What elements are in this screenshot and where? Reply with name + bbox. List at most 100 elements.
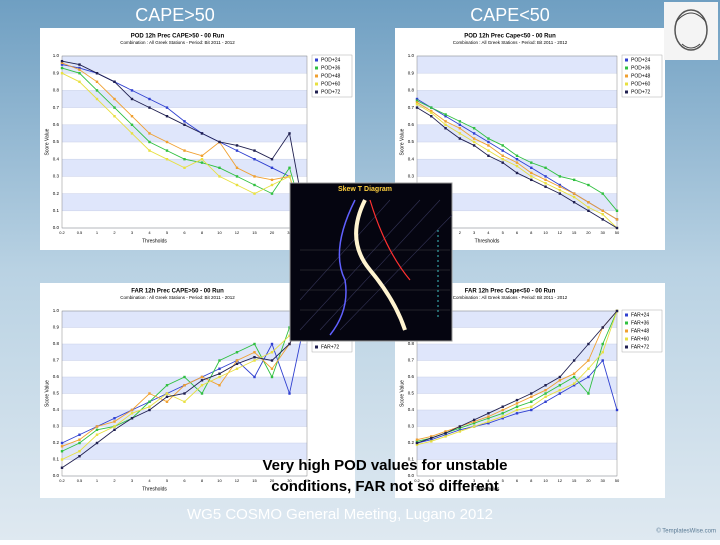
x-tick-label: 15 bbox=[572, 478, 577, 483]
legend-frame bbox=[311, 54, 353, 98]
point bbox=[148, 405, 151, 408]
point bbox=[95, 428, 99, 431]
x-tick-label: 15 bbox=[252, 478, 257, 483]
point bbox=[444, 115, 447, 118]
point bbox=[288, 392, 291, 395]
right-heading: CAPE<50 bbox=[470, 5, 550, 25]
point bbox=[472, 137, 476, 140]
point bbox=[587, 209, 590, 212]
point bbox=[60, 450, 64, 453]
point bbox=[95, 425, 99, 428]
y-tick-label: 0.2 bbox=[53, 191, 60, 196]
point bbox=[253, 342, 256, 346]
x-tick-label: 12 bbox=[558, 230, 563, 235]
point bbox=[60, 59, 64, 63]
point bbox=[200, 379, 204, 382]
point bbox=[183, 149, 186, 152]
point bbox=[501, 412, 504, 415]
point bbox=[415, 440, 419, 443]
point bbox=[601, 342, 604, 346]
point bbox=[130, 132, 134, 135]
point bbox=[544, 389, 547, 392]
point bbox=[183, 400, 186, 403]
point bbox=[572, 201, 576, 204]
x-tick-label: 1 bbox=[96, 478, 99, 483]
point bbox=[183, 158, 186, 161]
point bbox=[235, 367, 239, 370]
point bbox=[458, 425, 462, 428]
x-tick-label: 20 bbox=[270, 478, 275, 483]
point bbox=[472, 127, 476, 130]
point bbox=[200, 154, 204, 157]
point bbox=[60, 72, 64, 75]
legend-label: POD+24 bbox=[631, 57, 651, 63]
y-tick-label: 0.6 bbox=[408, 122, 415, 127]
chart-subtitle: Combination : All Greek Stations - Perio… bbox=[120, 295, 235, 300]
x-tick-label: 10 bbox=[217, 478, 222, 483]
x-tick-label: 0.5 bbox=[429, 478, 435, 483]
x-tick-label: 1 bbox=[96, 230, 99, 235]
point bbox=[78, 72, 81, 75]
point bbox=[218, 367, 221, 370]
point bbox=[515, 161, 519, 164]
point bbox=[60, 61, 64, 65]
legend-swatch bbox=[625, 321, 628, 325]
point bbox=[601, 218, 604, 221]
point bbox=[544, 166, 547, 169]
y-tick-label: 0.7 bbox=[408, 358, 415, 363]
x-tick-label: 30 bbox=[600, 230, 605, 235]
point bbox=[270, 375, 274, 379]
legend-swatch bbox=[315, 82, 318, 86]
point bbox=[95, 433, 99, 436]
y-tick-label: 0.7 bbox=[53, 358, 60, 363]
x-tick-label: 12 bbox=[235, 230, 240, 235]
x-tick-label: 0.2 bbox=[414, 478, 420, 483]
legend-swatch bbox=[625, 337, 628, 341]
point bbox=[558, 175, 562, 178]
legend-label: POD+60 bbox=[631, 81, 651, 87]
legend-label: POD+48 bbox=[321, 73, 341, 79]
point bbox=[95, 97, 99, 101]
point bbox=[270, 359, 274, 362]
legend-swatch bbox=[315, 90, 318, 94]
point bbox=[148, 132, 151, 135]
grid-band bbox=[417, 90, 617, 108]
y-tick-label: 0.5 bbox=[53, 391, 60, 396]
point bbox=[218, 375, 221, 379]
point bbox=[235, 144, 239, 147]
x-tick-label: 4 bbox=[148, 478, 151, 483]
point bbox=[165, 392, 169, 395]
point bbox=[430, 106, 433, 109]
point bbox=[601, 209, 604, 212]
plot-frame bbox=[61, 55, 308, 229]
point bbox=[78, 441, 81, 445]
point bbox=[60, 66, 64, 70]
point bbox=[615, 408, 619, 412]
y-axis-label: Score Value bbox=[44, 380, 50, 407]
skew-t-inset: Skew T Diagram bbox=[289, 182, 453, 342]
point bbox=[587, 183, 590, 187]
caption-line: conditions, FAR not so different bbox=[271, 478, 499, 495]
grid-band bbox=[62, 90, 307, 108]
point bbox=[183, 123, 186, 126]
point bbox=[572, 375, 576, 379]
point bbox=[430, 115, 433, 118]
point bbox=[218, 372, 221, 375]
y-tick-label: 0.4 bbox=[408, 156, 415, 161]
point bbox=[444, 123, 447, 126]
grid-band bbox=[417, 410, 617, 427]
point bbox=[530, 395, 533, 398]
legend-label: POD+48 bbox=[631, 73, 651, 79]
y-tick-label: 0.4 bbox=[53, 407, 60, 412]
point bbox=[148, 408, 151, 412]
point bbox=[572, 192, 576, 195]
x-tick-label: 30 bbox=[600, 478, 605, 483]
legend-label: FAR+72 bbox=[631, 344, 649, 350]
point bbox=[253, 149, 256, 152]
y-tick-label: 1.0 bbox=[53, 308, 60, 313]
point bbox=[515, 171, 519, 175]
y-tick-label: 0.1 bbox=[53, 457, 60, 462]
point bbox=[587, 359, 590, 362]
x-axis-label: Thresholds bbox=[142, 238, 167, 244]
x-tick-label: 2 bbox=[459, 478, 462, 483]
